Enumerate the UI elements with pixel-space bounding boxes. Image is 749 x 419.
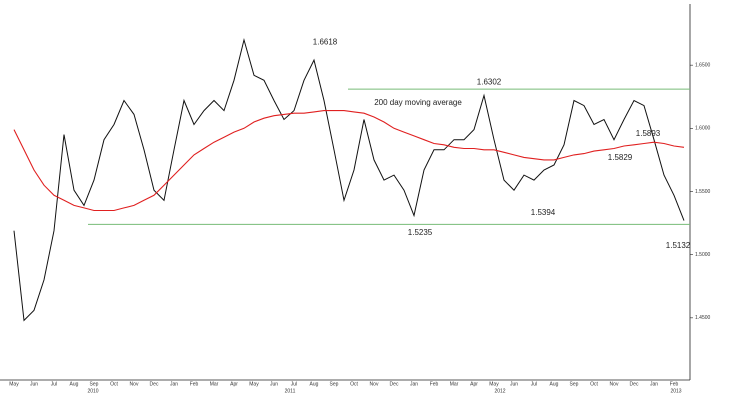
moving-average-line: [13, 110, 685, 212]
annotation: 1.6302: [477, 77, 502, 86]
x-tick-label: Nov: [370, 381, 379, 387]
x-tick-label: Sep: [330, 381, 339, 387]
y-tick-label: 1.4500: [695, 315, 711, 321]
x-tick-label: Feb: [670, 381, 679, 387]
year-label: 2012: [494, 388, 505, 394]
x-tick-label: Jun: [30, 381, 38, 387]
x-tick-label: Nov: [130, 381, 139, 387]
x-tick-label: Jan: [410, 381, 418, 387]
x-tick-label: May: [9, 381, 19, 387]
y-tick-label: 1.6500: [695, 62, 711, 68]
x-tick-label: Mar: [450, 381, 459, 387]
annotation: 200 day moving average: [374, 98, 462, 107]
x-tick-label: Oct: [590, 381, 598, 387]
y-tick-label: 1.5000: [695, 252, 711, 258]
annotation: 1.5394: [531, 208, 556, 217]
annotation: 1.5893: [636, 129, 661, 138]
x-tick-label: Jul: [291, 381, 297, 387]
annotation: 1.5829: [608, 153, 633, 162]
x-tick-label: Dec: [630, 381, 639, 387]
x-tick-label: Aug: [550, 381, 559, 387]
x-tick-label: Apr: [230, 381, 238, 387]
x-tick-label: Jun: [510, 381, 518, 387]
annotation: 1.6618: [313, 37, 338, 46]
x-tick-label: Dec: [390, 381, 399, 387]
x-tick-label: Apr: [470, 381, 478, 387]
annotation: 1.5235: [408, 228, 433, 237]
x-tick-label: Nov: [610, 381, 619, 387]
x-tick-label: Dec: [150, 381, 159, 387]
x-tick-label: May: [489, 381, 499, 387]
x-tick-label: Jun: [270, 381, 278, 387]
x-tick-label: Oct: [110, 381, 118, 387]
year-label: 2010: [87, 388, 98, 394]
x-tick-label: Aug: [310, 381, 319, 387]
x-tick-label: Jul: [51, 381, 57, 387]
x-tick-label: Oct: [350, 381, 358, 387]
annotation: 1.5132: [666, 241, 691, 250]
y-tick-label: 1.6000: [695, 126, 711, 132]
x-tick-label: Sep: [570, 381, 579, 387]
y-tick-label: 1.5500: [695, 189, 711, 195]
x-tick-label: Jan: [650, 381, 658, 387]
x-tick-label: Mar: [210, 381, 219, 387]
price-line: [13, 37, 685, 322]
year-label: 2013: [670, 388, 681, 394]
year-label: 2011: [285, 388, 296, 394]
x-tick-label: May: [249, 381, 259, 387]
x-tick-label: Jan: [170, 381, 178, 387]
x-tick-label: Aug: [70, 381, 79, 387]
x-tick-label: Sep: [90, 381, 99, 387]
x-tick-label: Jul: [531, 381, 537, 387]
x-tick-label: Feb: [430, 381, 439, 387]
x-tick-label: Feb: [190, 381, 199, 387]
